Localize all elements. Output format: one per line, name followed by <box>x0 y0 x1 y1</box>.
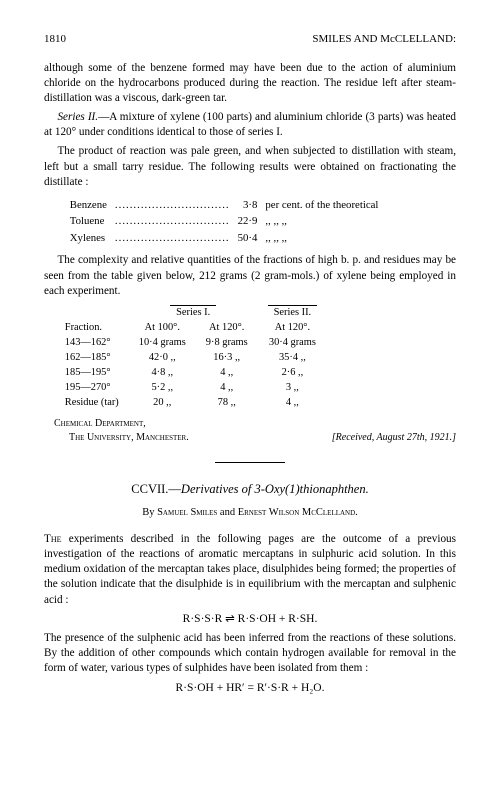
article-number: CCVII.— <box>131 482 181 496</box>
paragraph-2-body: —A mixture of xylene (100 parts) and alu… <box>44 111 456 138</box>
col-fraction: Fraction. <box>65 321 129 336</box>
fractions-table: Series I. Series II. Fraction. At 100°. … <box>65 305 327 411</box>
table-row: 143—162° 10·4 grams 9·8 grams 30·4 grams <box>65 336 327 351</box>
col-b: At 120°. <box>196 321 258 336</box>
distillate-suffix: ,, ,, ,, <box>265 231 384 246</box>
authors-line: By Samuel Smiles and Ernest Wilson McCle… <box>44 506 456 520</box>
column-header-row: Fraction. At 100°. At 120°. At 120°. <box>65 321 327 336</box>
series-label: Series II. <box>57 111 98 123</box>
affiliation-block: Chemical Department, The University, Man… <box>54 417 456 444</box>
table-row: 185—195° 4·8 ,, 4 ,, 2·6 ,, <box>65 366 327 381</box>
page: 1810 SMILES AND McCLELLAND: although som… <box>0 0 500 732</box>
paragraph-4: The complexity and relative quantities o… <box>44 253 456 298</box>
leader-dots: ............................... <box>115 198 236 213</box>
distillate-label: Benzene <box>70 198 113 213</box>
series2-header: Series II. <box>258 305 328 321</box>
equation-1: R·S·S·R ⇌ R·S·OH + R·SH. <box>44 612 456 628</box>
table-row: Benzene ............................... … <box>70 198 385 213</box>
table-row: Toluene ............................... … <box>70 214 385 229</box>
and-word: and <box>217 507 237 518</box>
page-number: 1810 <box>44 32 66 47</box>
col-c: At 120°. <box>258 321 328 336</box>
body1-rest: experiments described in the following p… <box>44 533 456 605</box>
series1-header: Series I. <box>129 305 258 321</box>
article-title: CCVII.—Derivatives of 3-Oxy(1)thionaphth… <box>44 481 456 498</box>
body-paragraph-2: The presence of the sulphenic acid has b… <box>44 631 456 676</box>
distillate-suffix: per cent. of the theoretical <box>265 198 384 213</box>
affiliation-dept: Chemical Department, <box>54 417 189 431</box>
running-head: SMILES AND McCLELLAND: <box>312 32 456 47</box>
by-word: By <box>142 507 157 518</box>
table-row: Xylenes ............................... … <box>70 231 385 246</box>
distillate-value: 22·9 <box>238 214 264 229</box>
paragraph-3: The product of reaction was pale green, … <box>44 144 456 189</box>
received-date: [Received, August 27th, 1921.] <box>332 431 456 445</box>
leader-dots: ............................... <box>115 231 236 246</box>
affiliation-univ: The University, Manchester. <box>54 431 189 445</box>
author-1: Samuel Smiles <box>157 507 217 518</box>
table-row: Residue (tar) 20 ,, 78 ,, 4 ,, <box>65 396 327 411</box>
col-a: At 100°. <box>129 321 196 336</box>
equation-2: R·S·OH + HR′ = R′·S·R + H₂O. <box>44 681 456 697</box>
distillate-label: Xylenes <box>70 231 113 246</box>
article-title-text: Derivatives of 3-Oxy(1)thionaphthen. <box>181 482 369 496</box>
distillate-value: 3·8 <box>238 198 264 213</box>
distillate-label: Toluene <box>70 214 113 229</box>
body-paragraph-1: The experiments described in the followi… <box>44 532 456 608</box>
distillate-value: 50·4 <box>238 231 264 246</box>
distillate-table: Benzene ............................... … <box>68 196 387 248</box>
section-divider <box>215 462 285 463</box>
distillate-suffix: ,, ,, ,, <box>265 214 384 229</box>
leader-dots: ............................... <box>115 214 236 229</box>
running-header: 1810 SMILES AND McCLELLAND: <box>44 32 456 47</box>
paragraph-1: although some of the benzene formed may … <box>44 61 456 106</box>
affiliation-left: Chemical Department, The University, Man… <box>54 417 189 444</box>
table-row: 162—185° 42·0 ,, 16·3 ,, 35·4 ,, <box>65 351 327 366</box>
table-row: 195—270° 5·2 ,, 4 ,, 3 ,, <box>65 381 327 396</box>
series-header-row: Series I. Series II. <box>65 305 327 321</box>
lead-word: The <box>44 533 62 545</box>
paragraph-2: Series II.—A mixture of xylene (100 part… <box>44 110 456 140</box>
author-2: Ernest Wilson McClelland. <box>238 507 358 518</box>
